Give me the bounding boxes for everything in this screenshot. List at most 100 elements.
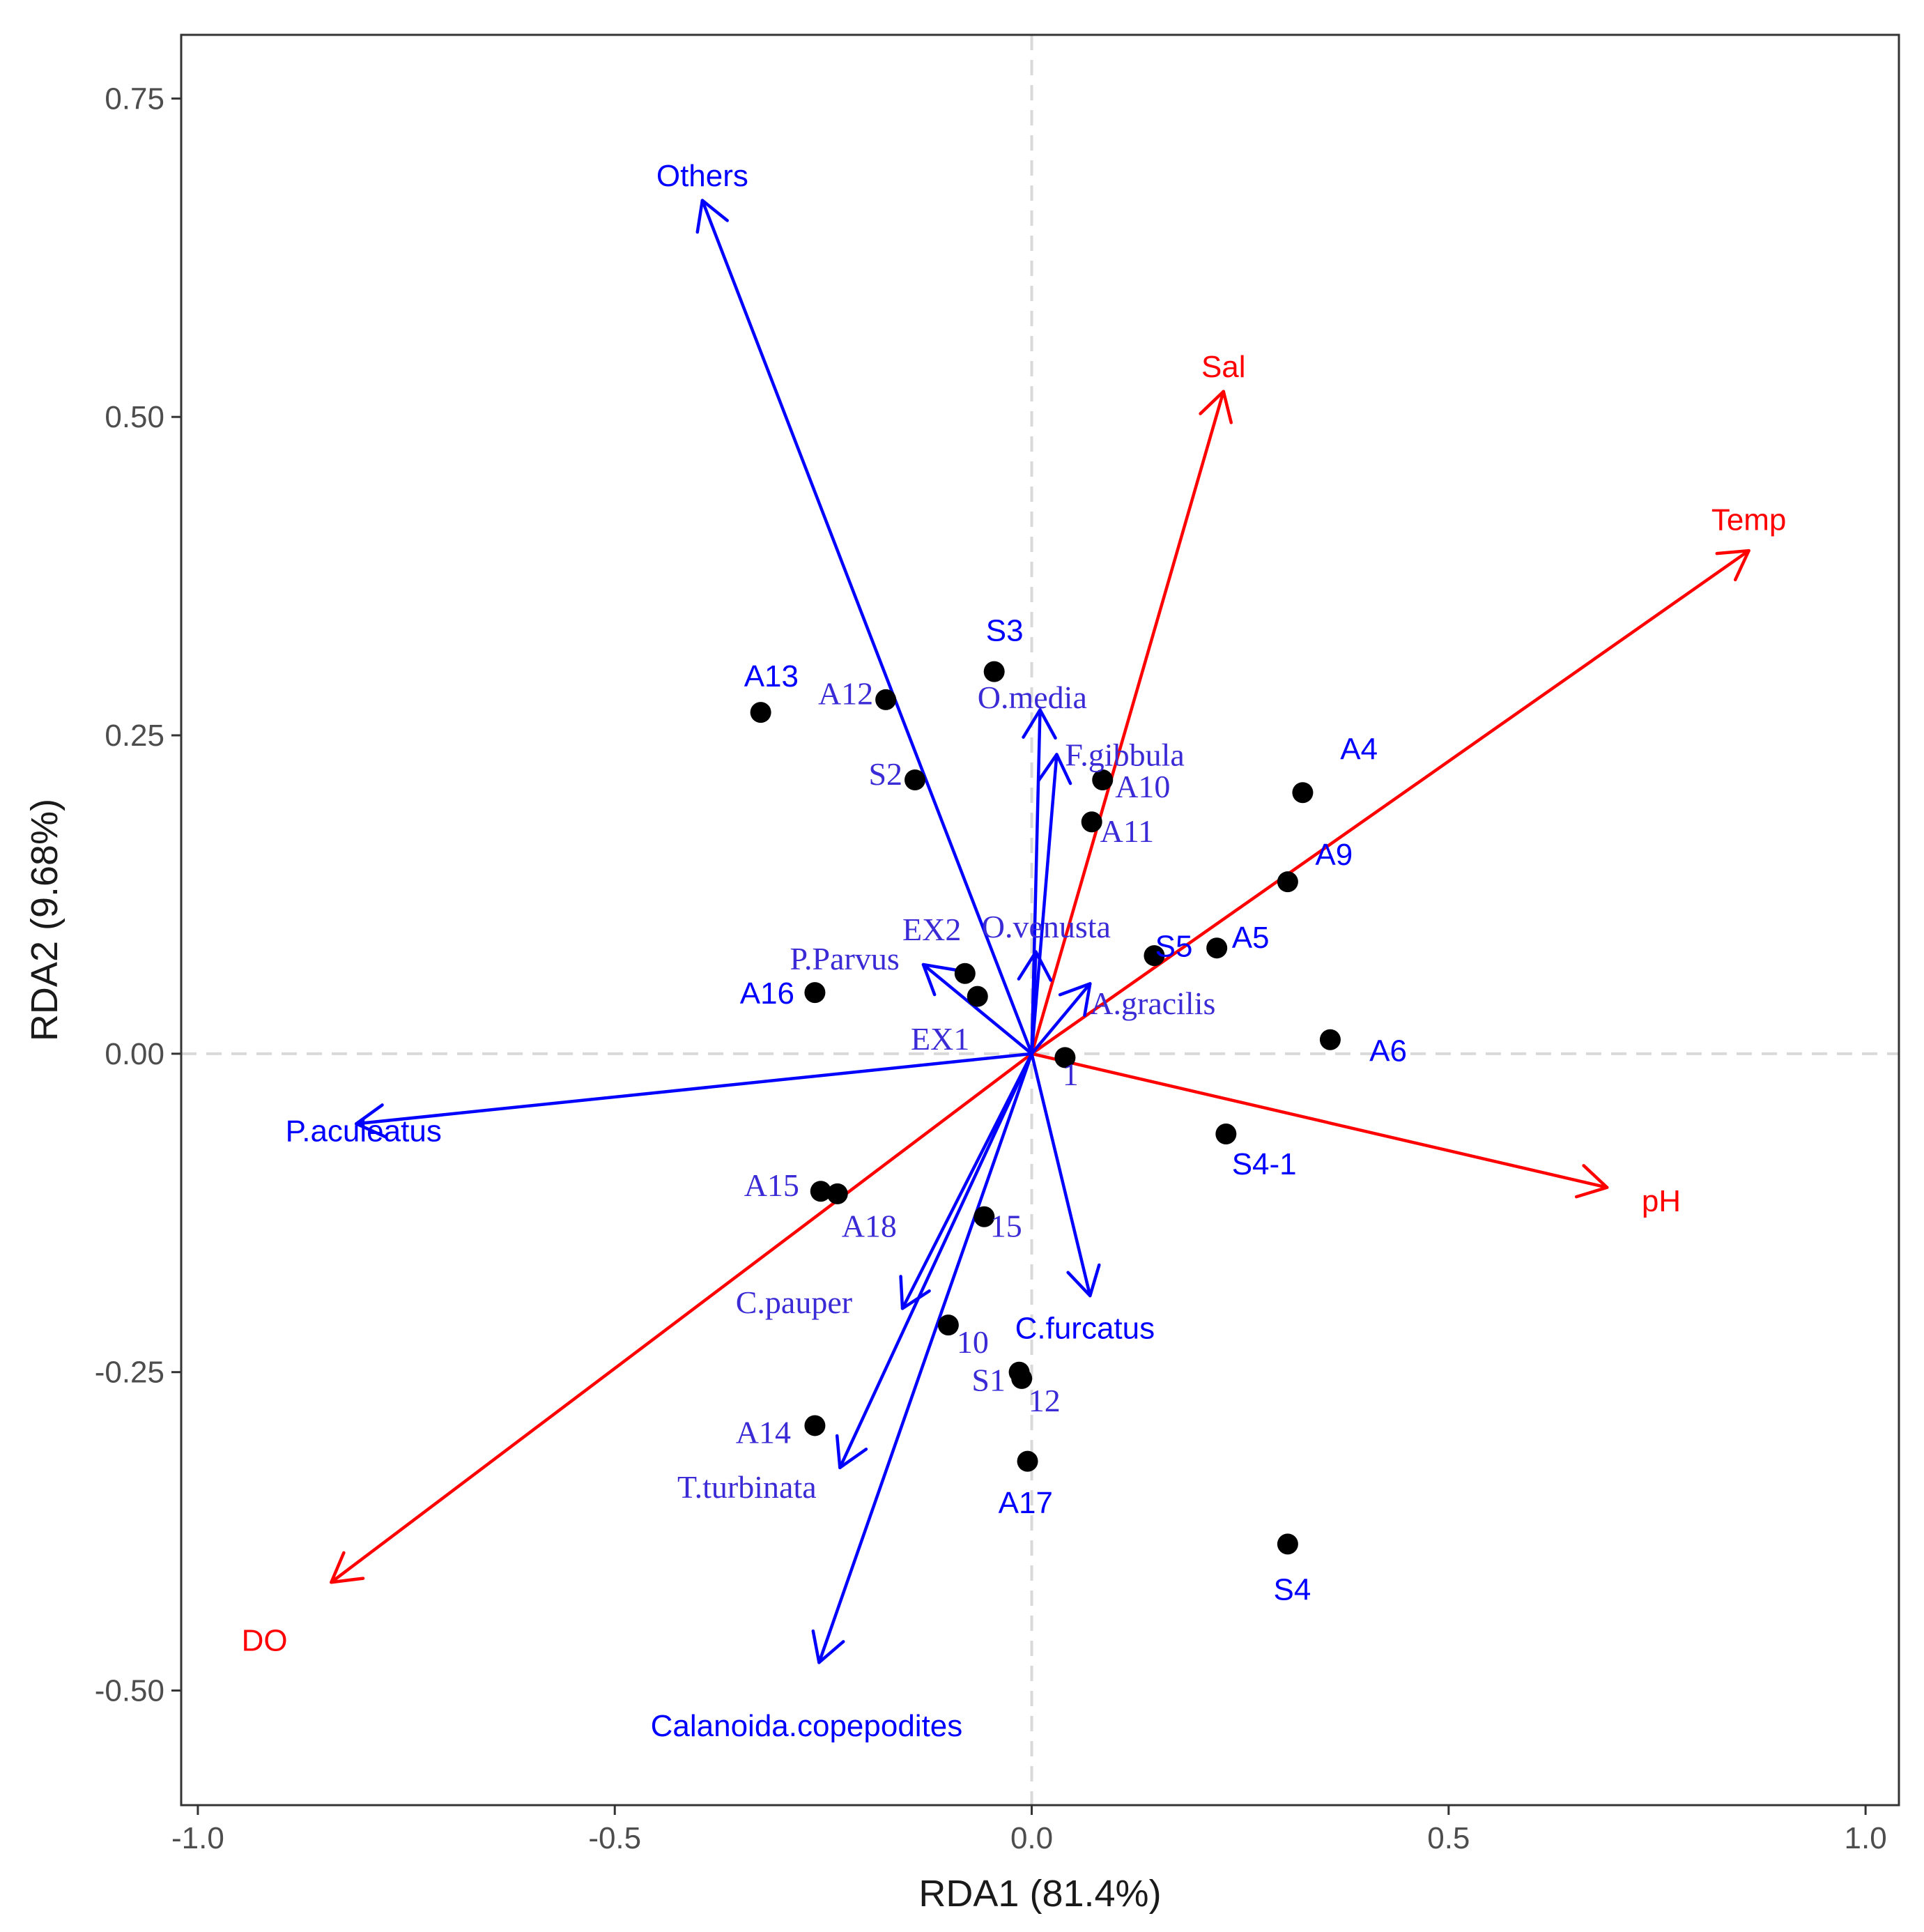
site-label-a12: A12 (818, 676, 873, 712)
species-arrow-calanoida-copepodites (811, 1052, 1033, 1664)
species-arrow-head (1058, 982, 1092, 1017)
site-point-a12 (875, 689, 897, 710)
site-label-s2: S2 (868, 756, 902, 792)
env-arrow-head (1715, 549, 1750, 582)
env-arrow-ph (1030, 1052, 1609, 1199)
y-tick-label: 0.50 (105, 400, 164, 434)
species-arrow-t-turbinata (835, 1052, 1033, 1470)
species-arrow-shaft (817, 1052, 1033, 1664)
x-axis-title: RDA1 (81.4%) (918, 1873, 1161, 1915)
species-arrow-shaft (900, 1052, 1033, 1310)
site-label-ex2: EX2 (902, 912, 961, 947)
site-label-a11: A11 (1100, 813, 1155, 849)
env-arrow-temp (1030, 549, 1750, 1056)
species-arrow-head (811, 1629, 845, 1664)
species-arrow-others (695, 199, 1033, 1056)
site-point-a10 (1092, 769, 1114, 790)
species-arrow-p-parvus (921, 963, 1033, 1056)
site-point-a18 (826, 1183, 848, 1204)
species-label-p-parvus: P.Parvus (790, 941, 900, 976)
site-point-10 (937, 1314, 959, 1336)
species-arrow-shaft (921, 963, 1033, 1056)
species-arrow-shaft (1030, 1052, 1092, 1298)
site-point-15 (973, 1206, 995, 1227)
point-labels: Sal Temp pH DO Others O.media F.gibbula O.venus… (242, 159, 1787, 1743)
site-point-s2 (905, 769, 926, 790)
site-point-a15 (810, 1181, 831, 1202)
site-label-a9: A9 (1315, 838, 1353, 872)
site-label-a10: A10 (1115, 769, 1170, 804)
env-arrow-head (1199, 390, 1233, 424)
site-label-a4: A4 (1340, 732, 1378, 766)
species-label-p-aculeatus: P.aculeatus (286, 1114, 442, 1149)
y-tick-label: -0.25 (95, 1356, 164, 1390)
x-tick-label: 1.0 (1845, 1821, 1887, 1855)
site-label-s1: S1 (971, 1363, 1006, 1398)
site-point-a4 (1292, 782, 1314, 804)
reference-lines (181, 35, 1899, 1805)
environment-arrows (330, 390, 1750, 1584)
species-label-o-venusta: O.venusta (982, 909, 1111, 944)
site-point-a16 (804, 982, 826, 1004)
species-arrow-head (1017, 950, 1053, 982)
env-arrow-head (1574, 1164, 1609, 1199)
y-tick-label: -0.50 (95, 1674, 164, 1708)
env-label-temp: Temp (1711, 503, 1787, 537)
species-arrow-shaft (1030, 753, 1059, 1056)
site-point-a5 (1206, 937, 1228, 959)
site-point-s4 (1277, 1533, 1298, 1555)
site-point-ex2 (954, 963, 976, 984)
site-label-a16: A16 (740, 976, 794, 1011)
species-arrow-o-venusta (1017, 950, 1053, 1056)
species-label-calanoida-copepodites: Calanoida.copepodites (651, 1709, 963, 1743)
env-arrow-shaft (1030, 1052, 1609, 1189)
site-point-12 (1011, 1367, 1033, 1389)
x-tick-label: 0.0 (1010, 1821, 1053, 1855)
axes: -1.0 -0.5 0.0 0.5 1.0 -0.50 -0.25 0.00 0.25 0.50 0… (95, 33, 1900, 1855)
site-point-ex1 (967, 986, 988, 1007)
x-tick-label: 0.5 (1427, 1821, 1470, 1855)
site-label-a17: A17 (999, 1486, 1053, 1520)
y-tick-label: 0.25 (105, 719, 164, 753)
env-label-do: DO (242, 1623, 288, 1657)
site-label-a14: A14 (736, 1415, 791, 1450)
species-arrow-f-gibbula (1030, 753, 1072, 1056)
species-arrows (355, 199, 1101, 1664)
site-point-a17 (1017, 1450, 1038, 1472)
env-label-sal: Sal (1201, 350, 1246, 384)
site-label-10: 10 (957, 1324, 989, 1360)
env-label-ph: pH (1642, 1184, 1681, 1218)
site-label-a6: A6 (1369, 1034, 1407, 1068)
species-label-c-pauper: C.pauper (736, 1285, 852, 1320)
site-point-s3 (983, 661, 1005, 682)
species-arrow-head (921, 963, 957, 997)
site-label-12: 12 (1029, 1383, 1061, 1418)
site-point-a13 (750, 702, 771, 723)
species-label-o-media: O.media (978, 680, 1087, 715)
species-arrow-head (835, 1434, 868, 1470)
species-arrow-a-gracilis (1030, 982, 1092, 1056)
species-arrow-head (695, 199, 729, 234)
site-label-1: 1 (1063, 1057, 1079, 1092)
site-points (750, 661, 1341, 1555)
site-point-1 (1054, 1047, 1076, 1068)
site-label-s5: S5 (1155, 930, 1193, 964)
site-label-s4: S4 (1274, 1572, 1311, 1607)
site-label-a13: A13 (744, 659, 799, 693)
plot-frame (180, 33, 1900, 1807)
site-point-a6 (1319, 1029, 1341, 1050)
species-label-a-gracilis: A.gracilis (1090, 986, 1215, 1021)
env-arrow-head (330, 1551, 365, 1584)
env-arrow-sal (1030, 390, 1233, 1056)
site-label-ex1: EX1 (911, 1021, 969, 1057)
site-label-s3: S3 (986, 613, 1024, 647)
species-arrow-head (1022, 708, 1057, 740)
species-label-f-gibbula: F.gibbula (1065, 737, 1184, 772)
species-arrow-c-furcatus (1030, 1052, 1101, 1298)
species-arrow-head (355, 1103, 387, 1139)
species-arrow-shaft (355, 1052, 1033, 1126)
x-tick-label: -0.5 (588, 1821, 641, 1855)
env-arrow-do (330, 1052, 1033, 1584)
site-point-a11 (1081, 811, 1102, 833)
